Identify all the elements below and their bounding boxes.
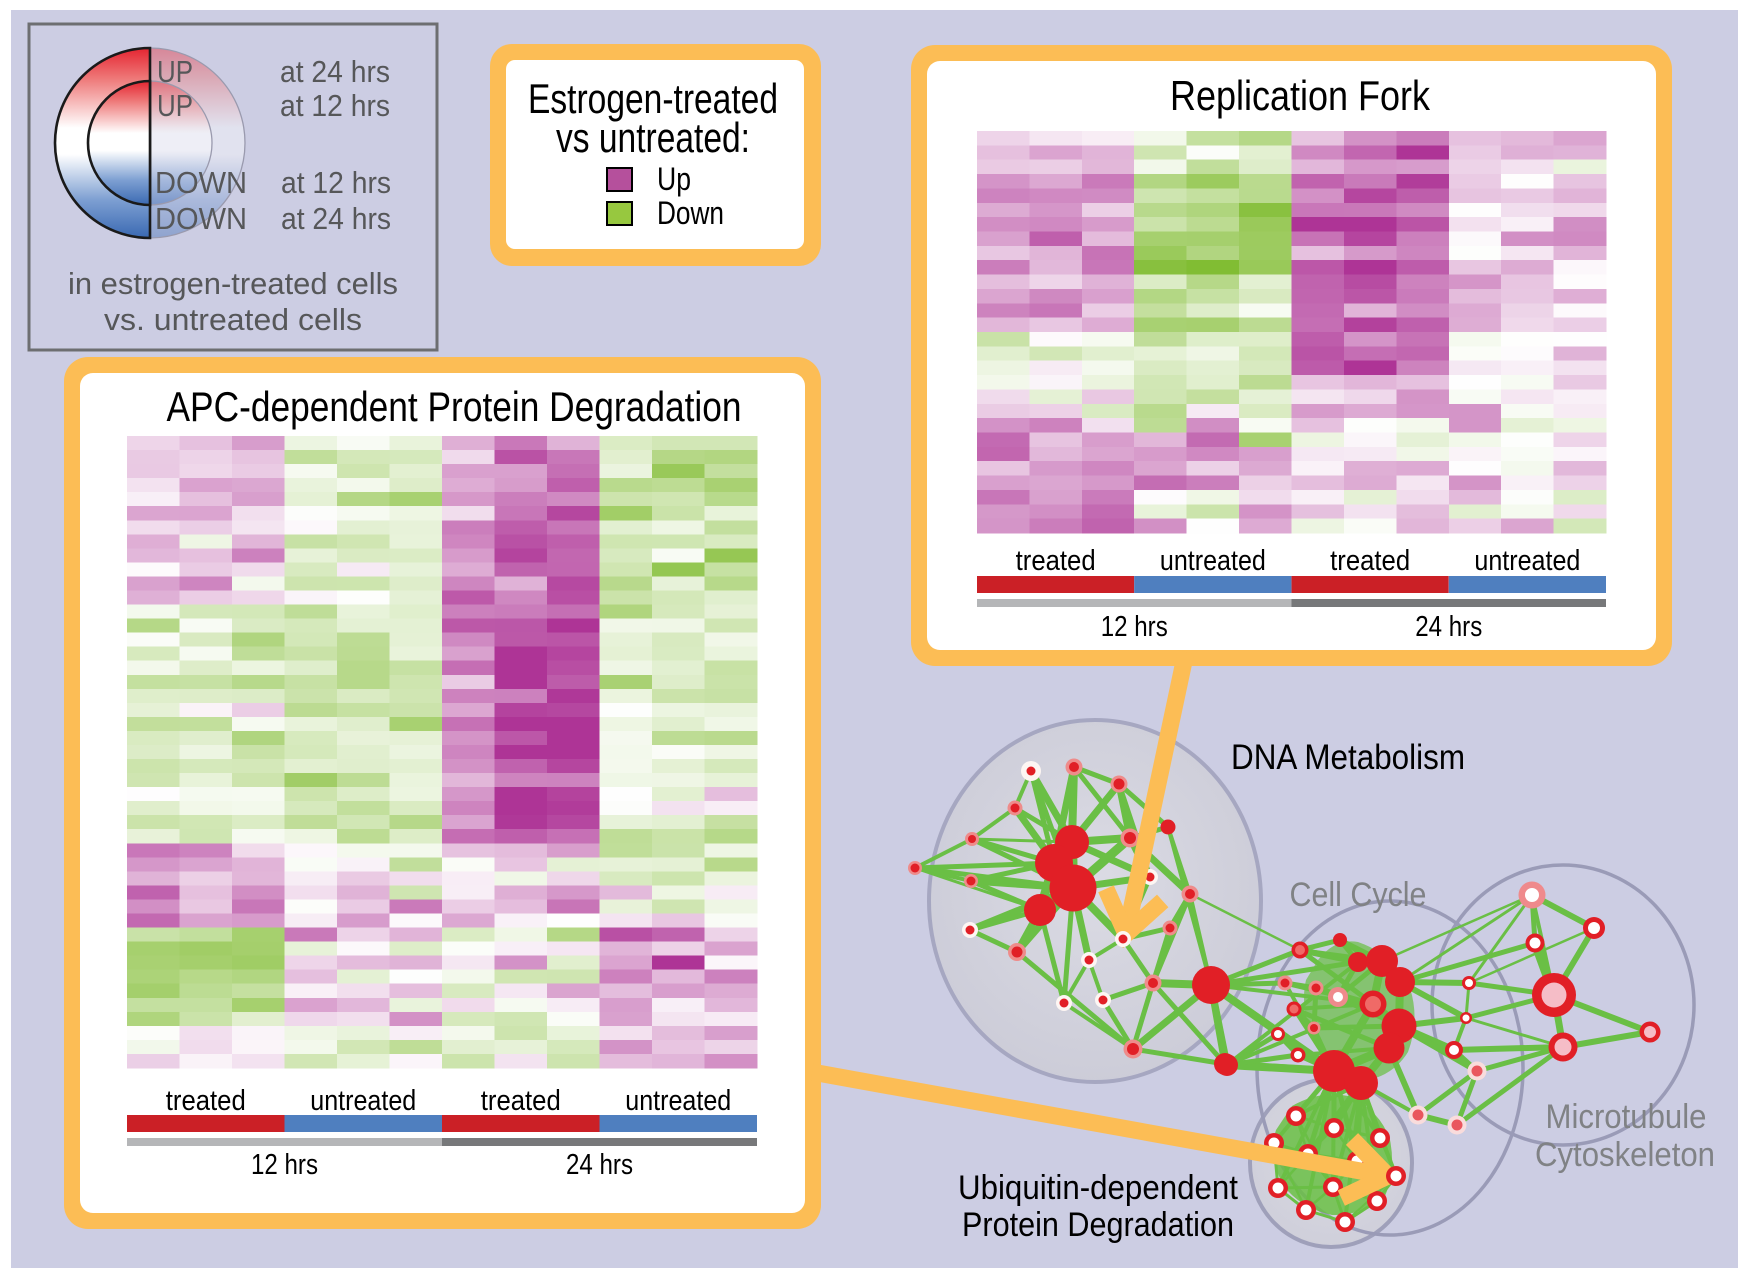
svg-text:untreated: untreated (625, 1085, 731, 1117)
svg-text:Replication Fork: Replication Fork (1170, 72, 1431, 119)
svg-text:24 hrs: 24 hrs (1415, 611, 1482, 643)
svg-text:Down: Down (657, 195, 724, 231)
svg-text:12 hrs: 12 hrs (251, 1149, 318, 1181)
svg-text:Estrogen-treated: Estrogen-treated (528, 75, 778, 122)
svg-text:untreated: untreated (1474, 545, 1580, 577)
svg-text:treated: treated (1016, 545, 1096, 577)
svg-text:vs untreated:: vs untreated: (556, 114, 750, 161)
svg-text:DOWN: DOWN (155, 165, 247, 200)
svg-text:at 24 hrs: at 24 hrs (281, 201, 391, 236)
svg-text:at 12 hrs: at 12 hrs (280, 88, 390, 123)
svg-text:APC-dependent Protein Degradat: APC-dependent Protein Degradation (167, 383, 742, 430)
svg-text:Up: Up (657, 161, 691, 197)
svg-text:in estrogen-treated cells: in estrogen-treated cells (68, 266, 398, 301)
svg-text:24 hrs: 24 hrs (566, 1149, 633, 1181)
svg-text:vs. untreated cells: vs. untreated cells (104, 302, 362, 337)
svg-text:DNA Metabolism: DNA Metabolism (1231, 738, 1465, 777)
svg-text:UP: UP (157, 88, 193, 123)
svg-text:Cell Cycle: Cell Cycle (1290, 876, 1427, 914)
svg-text:12 hrs: 12 hrs (1101, 611, 1168, 643)
svg-text:at 24 hrs: at 24 hrs (280, 54, 390, 89)
svg-text:Cytoskeleton: Cytoskeleton (1535, 1136, 1715, 1174)
svg-text:untreated: untreated (310, 1085, 416, 1117)
svg-text:Ubiquitin-dependent: Ubiquitin-dependent (958, 1169, 1239, 1207)
svg-text:treated: treated (166, 1085, 246, 1117)
svg-text:treated: treated (481, 1085, 561, 1117)
svg-text:DOWN: DOWN (155, 201, 247, 236)
svg-text:Microtubule: Microtubule (1546, 1098, 1707, 1136)
svg-text:UP: UP (157, 54, 193, 89)
svg-text:at 12 hrs: at 12 hrs (281, 165, 391, 200)
svg-text:Protein Degradation: Protein Degradation (962, 1206, 1234, 1244)
svg-text:treated: treated (1330, 545, 1410, 577)
svg-text:untreated: untreated (1160, 545, 1266, 577)
